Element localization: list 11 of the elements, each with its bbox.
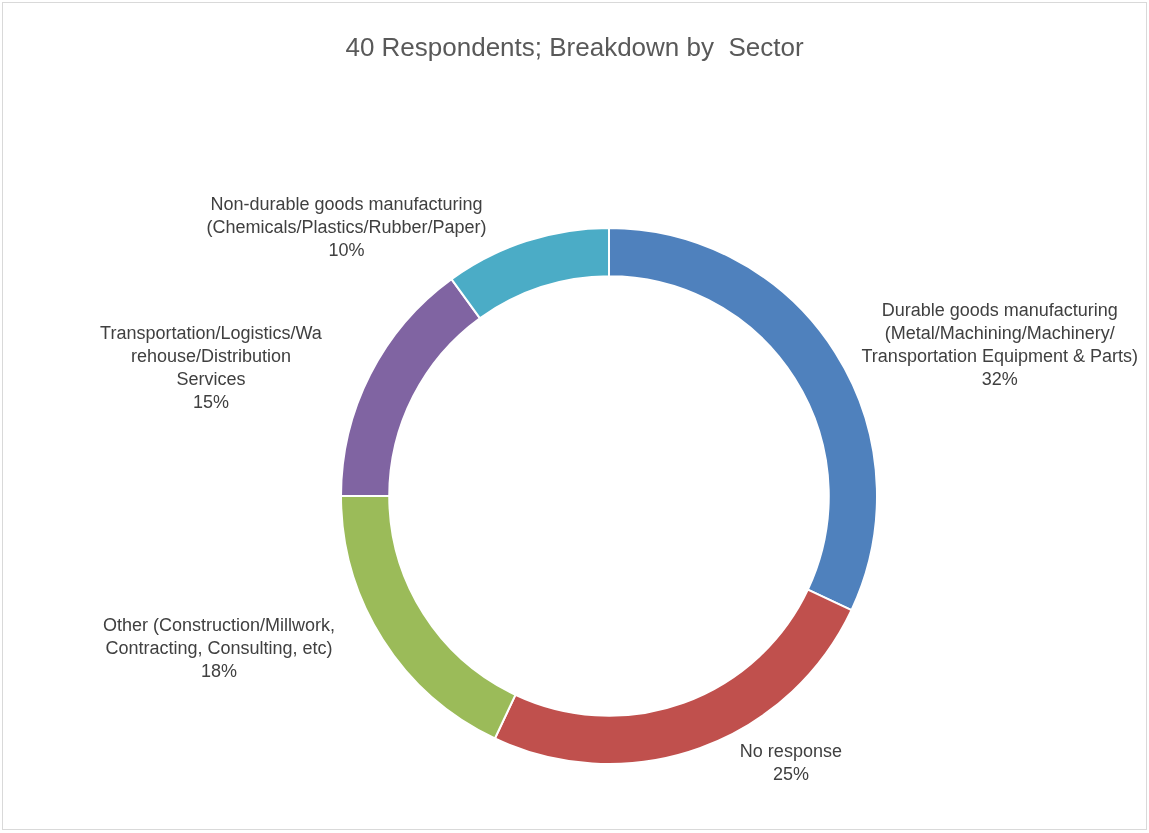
data-label: 32% (981, 368, 1018, 389)
data-label: 25% (772, 763, 809, 784)
slice-label: Durable goods manufacturing (Metal/Machining/Machinery/ Transportation Equipment & Parts) (861, 299, 1138, 366)
slice-label: Transportation/Logistics/Wa rehouse/Distribution Services (100, 323, 323, 390)
chart-title: 40 Respondents; Breakdown by Sector (345, 32, 804, 62)
slice-label: Non-durable goods manufacturing (Chemicals/Plastics/Rubber/Paper) (206, 193, 487, 237)
slice-label: Other (Construction/Millwork, Contracting, Consulting, etc) (103, 614, 336, 658)
slice-label: No response (739, 740, 842, 761)
data-label: 18% (201, 660, 238, 681)
data-label: 15% (192, 392, 229, 413)
data-label: 10% (328, 239, 365, 260)
